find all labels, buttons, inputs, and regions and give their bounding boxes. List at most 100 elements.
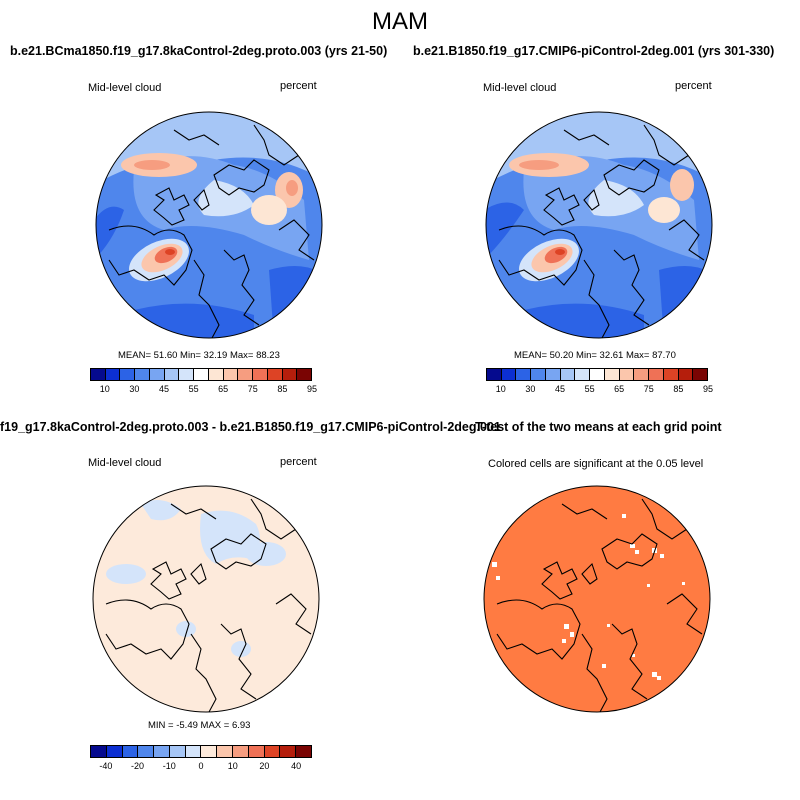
colorbar-box [515, 369, 531, 380]
panel-2-stats: MEAN= 50.20 Min= 32.61 Max= 87.70 [514, 350, 676, 361]
colorbar-box [252, 369, 267, 380]
colorbar-box [487, 369, 501, 380]
colorbar-tick-label: 45 [158, 384, 169, 394]
panel-4-significant-cells [484, 486, 710, 712]
panel-1-colorbar: 10 30 45 55 65 75 85 95 [90, 368, 317, 394]
colorbar-boxes [90, 368, 312, 381]
colorbar-box [134, 369, 149, 380]
colorbar-tick-label: -10 [162, 761, 176, 771]
colorbar-box [296, 369, 312, 380]
colorbar-box [603, 369, 619, 380]
colorbar-tick-label: 55 [188, 384, 199, 394]
colorbar-box [237, 369, 253, 380]
colorbar-box [662, 369, 678, 380]
panel-3-field-neg-c [176, 621, 196, 637]
panel-2-title: b.e21.B1850.f19_g17.CMIP6-piControl-2deg… [413, 44, 775, 58]
panel-2-polar-map [485, 111, 713, 339]
colorbar-box [232, 746, 248, 757]
panel-1-field-dark-se [269, 266, 322, 338]
colorbar-tick-label: 30 [525, 384, 536, 394]
panel-1-field-warm-ne-core [286, 180, 298, 196]
colorbar-tick-label: 75 [643, 384, 654, 394]
colorbar-box [207, 369, 223, 380]
colorbar-box [137, 746, 154, 757]
panel-3-title: f19_g17.8kaControl-2deg.proto.003 - b.e2… [0, 420, 501, 434]
colorbar-tick-label: -20 [131, 761, 145, 771]
panel-2-coastlines [498, 124, 705, 338]
panel-1-polar-map [95, 111, 323, 339]
panel-3-coastlines [105, 498, 312, 712]
panel-2-field-pale-arc [486, 112, 712, 185]
colorbar-box [530, 369, 545, 380]
colorbar-boxes [90, 745, 312, 758]
colorbar-box [692, 369, 708, 380]
panel-1-variable-label: Mid-level cloud [88, 82, 162, 94]
colorbar-tick-labels: -40 -20 -10 0 10 20 40 [90, 758, 312, 771]
panel-4-polar-map [483, 485, 711, 713]
colorbar-box [104, 369, 120, 380]
colorbar-box [119, 369, 135, 380]
colorbar-box [91, 746, 106, 757]
colorbar-box [178, 369, 194, 380]
colorbar-box [247, 746, 264, 757]
colorbar-tick-label: 85 [277, 384, 288, 394]
panel-4-map-border [483, 485, 711, 713]
panel-1-map-border [95, 111, 323, 339]
panel-3-colorbar: -40 -20 -10 0 10 20 40 [90, 745, 312, 771]
colorbar-tick-label: 95 [702, 384, 714, 394]
colorbar-box [266, 369, 282, 380]
colorbar-box [295, 746, 311, 757]
colorbar-tick-label: 85 [673, 384, 684, 394]
colorbar-box [648, 369, 663, 380]
colorbar-box [500, 369, 516, 380]
panel-3-field-neg-e [246, 542, 286, 566]
colorbar-tick-label: 0 [198, 761, 204, 771]
panel-1-field-pale-arc [96, 112, 322, 185]
panel-3-stats: MIN = -5.49 MAX = 6.93 [148, 720, 251, 731]
colorbar-tick-label: 30 [129, 384, 140, 394]
colorbar-box [559, 369, 575, 380]
colorbar-box [216, 746, 233, 757]
colorbar-box [184, 746, 201, 757]
colorbar-tick-label: 55 [584, 384, 595, 394]
panel-1-field-warm-n-core [134, 160, 170, 170]
panel-3-field-neg-n [141, 500, 181, 521]
colorbar-tick-labels: 10 30 45 55 65 75 85 95 [90, 381, 317, 394]
panel-3-field-neg-w [106, 564, 146, 584]
panel-1-field-max [165, 249, 175, 255]
colorbar-tick-label: 20 [259, 761, 270, 771]
colorbar-tick-labels: 10 30 45 55 65 75 85 95 [486, 381, 713, 394]
panel-1-field-dark-w [96, 206, 124, 260]
colorbar-tick-label: 10 [227, 761, 238, 771]
panel-1-title: b.e21.BCma1850.f19_g17.8kaControl-2deg.p… [10, 44, 388, 58]
colorbar-box [618, 369, 634, 380]
colorbar-tick-label: 75 [247, 384, 258, 394]
colorbar-box [153, 746, 169, 757]
colorbar-box [222, 369, 238, 380]
panel-3-units-label: percent [280, 456, 317, 468]
panel-3-polar-map [92, 485, 320, 713]
panel-3-map-border [92, 485, 320, 713]
panel-2-field-warm-n-core [519, 160, 559, 170]
season-title: MAM [372, 8, 428, 35]
panel-1-units-label: percent [280, 80, 317, 92]
colorbar-box [281, 369, 297, 380]
colorbar-box [91, 369, 105, 380]
colorbar-box [279, 746, 296, 757]
colorbar-box [121, 746, 138, 757]
panel-3-variable-label: Mid-level cloud [88, 457, 162, 469]
panel-2-field-warm-ne [670, 169, 694, 201]
colorbar-box [105, 746, 122, 757]
panel-2-field-low [588, 180, 644, 217]
panel-2-units-label: percent [675, 80, 712, 92]
colorbar-tick-label: 10 [99, 384, 110, 394]
panel-2-field-dark-se [659, 266, 712, 338]
colorbar-box [544, 369, 560, 380]
panel-1-field-pale-e [251, 195, 287, 225]
colorbar-tick-label: 65 [218, 384, 229, 394]
colorbar-tick-label: -40 [99, 761, 113, 771]
colorbar-box [574, 369, 590, 380]
colorbar-tick-label: 95 [306, 384, 318, 394]
panel-2-field-max [555, 249, 565, 255]
panel-2-variable-label: Mid-level cloud [483, 82, 557, 94]
